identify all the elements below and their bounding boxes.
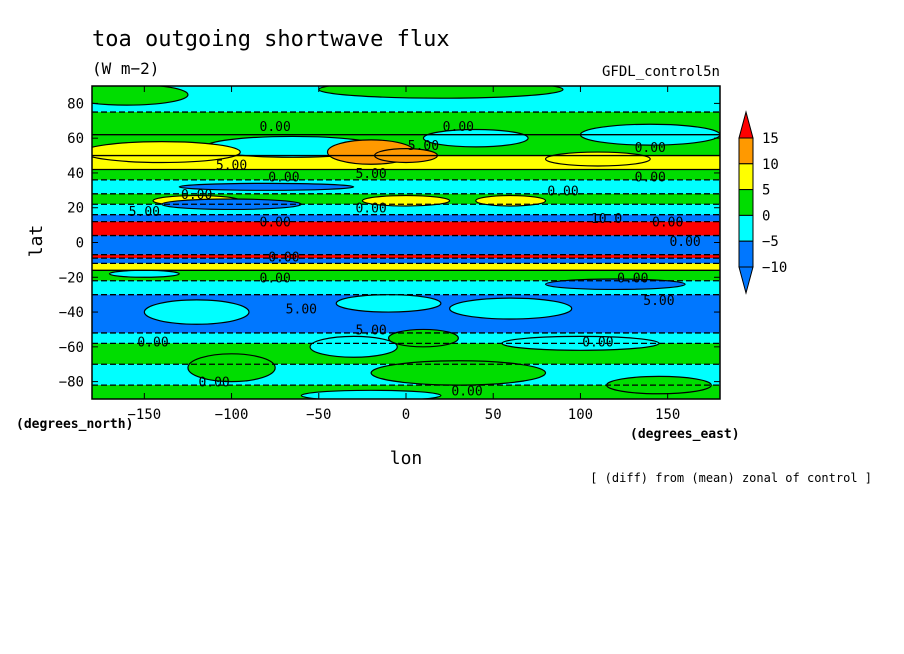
anomaly-patch-10	[361, 194, 451, 207]
colorbar-legend: 15 10 5 0 −5 −10	[738, 110, 787, 295]
zonal-band-1	[92, 112, 720, 135]
colorbar-swatch-1	[738, 163, 754, 191]
y-tick-label-5: −20	[59, 270, 84, 286]
colorbar-level-3: 0	[762, 208, 770, 224]
contour-label-26: 0.00	[333, 400, 364, 415]
zonal-band-7	[92, 204, 720, 215]
colorbar-bottom-arrow	[738, 266, 754, 295]
contour-label-20: 5.00	[643, 294, 674, 309]
contour-label-12: 10.0	[591, 212, 622, 227]
contour-label-25: 0.00	[451, 384, 482, 399]
zonal-band-9	[92, 221, 720, 236]
colorbar-level-5: −10	[762, 260, 787, 276]
y-tick-label-4: 0	[76, 236, 84, 252]
contour-label-23: 0.00	[582, 336, 613, 351]
contour-label-19: 5.00	[286, 303, 317, 318]
x-tick-label-5: 100	[568, 407, 593, 423]
x-tick-label-6: 150	[655, 407, 680, 423]
contour-label-1: 0.00	[443, 120, 474, 135]
contour-label-14: 0.00	[652, 216, 683, 231]
x-tick-label-4: 50	[485, 407, 502, 423]
colorbar-swatch-2	[738, 189, 754, 216]
colorbar-level-4: −5	[762, 234, 779, 250]
contour-label-21: 5.00	[355, 323, 386, 338]
contour-label-11: 0.00	[355, 202, 386, 217]
x-axis-title: lon	[390, 448, 423, 469]
contour-label-6: 5.00	[355, 167, 386, 182]
anomaly-patch-1	[318, 86, 564, 99]
x-tick-label-3: 0	[402, 407, 410, 423]
contour-label-13: 0.00	[260, 216, 291, 231]
chart-title: toa outgoing shortwave flux	[92, 27, 450, 52]
contour-label-0: 0.00	[260, 120, 291, 135]
y-unit-label: (degrees_north)	[16, 417, 133, 432]
heatmap-field	[92, 86, 720, 399]
zonal-band-8	[92, 214, 720, 222]
contour-label-3: 0.00	[635, 141, 666, 156]
footnote: [ (diff) from (mean) zonal of control ]	[590, 471, 872, 485]
colorbar-swatch-4	[738, 240, 754, 268]
y-tick-label-6: −40	[59, 305, 84, 321]
zonal-band-12	[92, 258, 720, 264]
anomaly-patch-11	[475, 194, 547, 207]
zonal-band-4	[92, 169, 720, 180]
x-tick-label-1: −100	[215, 407, 249, 423]
contour-label-10: 5.00	[129, 205, 160, 220]
contour-label-15: 0.00	[669, 235, 700, 250]
x-axis: −150 −100 −50 0 50 100 150	[127, 86, 680, 423]
x-tick-label-2: −50	[306, 407, 331, 423]
contour-label-4: 5.00	[216, 158, 247, 173]
anomaly-patch-7	[92, 141, 241, 164]
colorbar-top-arrow	[738, 110, 754, 139]
colorbar-swatch-3	[738, 214, 754, 242]
contour-label-7: 0.00	[635, 170, 666, 185]
contour-label-16: 0.00	[268, 250, 299, 265]
anomaly-patch-15	[335, 294, 442, 313]
y-tick-label-2: 40	[67, 166, 84, 182]
y-tick-label-7: −60	[59, 340, 84, 356]
anomaly-patch-21	[370, 360, 547, 386]
colorbar-level-1: 10	[762, 157, 779, 173]
contour-label-18: 0.00	[617, 271, 648, 286]
contour-label-8: 0.00	[181, 188, 212, 203]
anomaly-patch-16	[449, 297, 573, 320]
colorbar-swatch-0	[738, 137, 754, 165]
chart-units: (W m−2)	[92, 59, 159, 78]
y-tick-label-1: 60	[67, 131, 84, 147]
anomaly-patch-13	[178, 182, 355, 191]
contour-label-24: 0.00	[198, 376, 229, 391]
colorbar-level-2: 5	[762, 183, 770, 199]
y-axis-title: lat	[26, 225, 47, 258]
x-unit-label: (degrees_east)	[630, 427, 740, 442]
anomaly-patch-24	[108, 269, 180, 278]
contour-labels: 0.00 0.00 5.00 0.00 5.00 0.00 5.00 0.00 0.00 0.00…	[129, 120, 701, 415]
zonal-band-14	[92, 270, 720, 281]
y-axis: 80 60 40 20 0 −20 −40 −60 −80	[59, 96, 720, 391]
y-tick-label-3: 20	[67, 201, 84, 217]
dataset-label: GFDL_control5n	[602, 64, 720, 80]
plot-area: 0.00 0.00 5.00 0.00 5.00 0.00 5.00 0.00 0.00 0.00…	[91, 85, 721, 415]
anomaly-patch-20	[187, 353, 276, 383]
anomaly-patch-25	[544, 278, 686, 291]
anomaly-patch-14	[143, 299, 250, 325]
contour-label-17: 0.00	[260, 271, 291, 286]
contour-label-5: 0.00	[268, 170, 299, 185]
contour-label-9: 0.00	[547, 184, 578, 199]
y-tick-label-0: 80	[67, 96, 84, 112]
x-tick-label-0: −150	[127, 407, 161, 423]
anomaly-patch-17	[309, 335, 398, 358]
zonal-band-13	[92, 263, 720, 271]
colorbar-level-0: 15	[762, 131, 779, 147]
anomaly-patch-3	[422, 128, 529, 148]
anomaly-patch-0	[92, 86, 189, 106]
y-tick-label-8: −80	[59, 375, 84, 391]
contour-label-2: 5.00	[408, 139, 439, 154]
zonal-band-10	[92, 235, 720, 255]
contour-label-22: 0.00	[137, 336, 168, 351]
anomaly-patch-18	[387, 328, 459, 348]
zonal-band-11	[92, 254, 720, 259]
